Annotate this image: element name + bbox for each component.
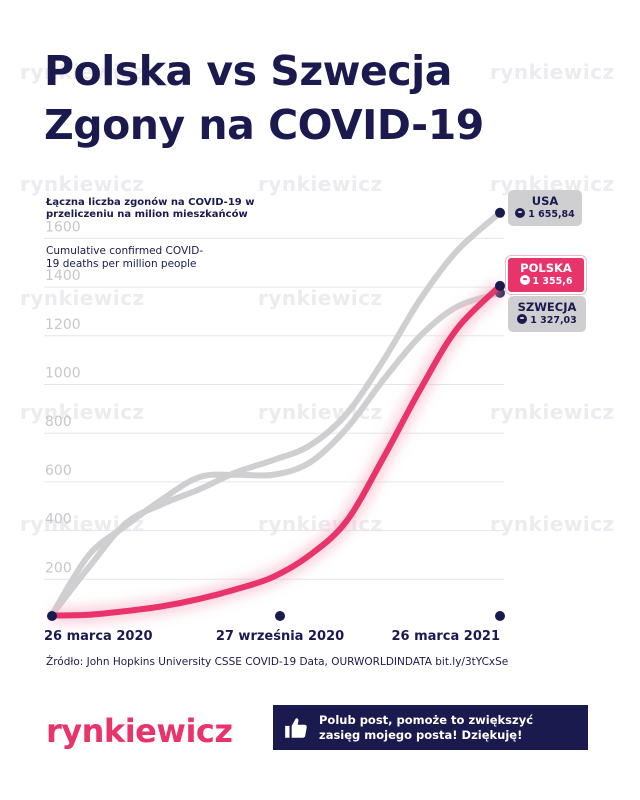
y-tick-label: 1200 <box>45 317 81 333</box>
label-polska-value: 1 355,6 <box>532 276 573 287</box>
watermark: rynkiewicz <box>20 286 145 310</box>
y-tick-label: 1400 <box>45 268 81 284</box>
y-tick-label: 1600 <box>45 219 81 235</box>
series-start-point <box>47 611 57 621</box>
label-polska: POLSKA 1 355,6 <box>506 256 586 294</box>
watermark: rynkiewicz <box>20 172 145 196</box>
y-tick-label: 800 <box>45 414 72 430</box>
source-note: Źródło: John Hopkins University CSSE COV… <box>46 656 509 668</box>
brand-logo: rynkiewicz <box>46 712 233 750</box>
watermark: rynkiewicz <box>258 286 383 310</box>
thumbs-up-icon <box>285 717 307 738</box>
watermark: rynkiewicz <box>258 512 383 536</box>
skull-icon <box>519 275 530 285</box>
x-tick-label: 26 marca 2021 <box>391 629 500 644</box>
skull-icon <box>515 208 526 218</box>
label-polska-name: POLSKA <box>520 261 572 275</box>
label-szwecja: SZWECJA 1 327,03 <box>508 296 586 332</box>
y-tick-label: 1000 <box>45 366 81 382</box>
x-tick-dot <box>495 611 505 621</box>
chart-subtitle-pl: Łączna liczba zgonów na COVID-19 w przel… <box>46 197 255 220</box>
chart-subtitle-en: Cumulative confirmed COVID-19 deaths per… <box>46 245 204 270</box>
cta-line-2: zasięg mojego posta! Dziękuję! <box>319 727 523 742</box>
watermark: rynkiewicz <box>490 512 615 536</box>
line-chart: 200 400 600 800 1000 1200 1400 1600 26 marca 20… <box>44 207 506 644</box>
x-tick-label: 26 marca 2020 <box>44 629 153 644</box>
series-line-szwecja <box>49 289 503 618</box>
x-tick-dot <box>275 611 285 621</box>
x-tick-label: 27 września 2020 <box>216 629 344 644</box>
watermark: rynkiewicz <box>490 400 615 424</box>
series-line-usa <box>49 209 503 618</box>
cta-line-1: Polub post, pomoże to zwiększyć <box>319 712 534 727</box>
y-tick-label: 200 <box>45 560 72 576</box>
label-usa: USA 1 655,84 <box>508 190 582 226</box>
series-end-point-polska <box>495 280 505 291</box>
page-title: Polska vs Szwecja Zgony na COVID-19 <box>44 44 484 152</box>
watermark: rynkiewicz <box>20 400 145 424</box>
skull-icon <box>517 314 528 324</box>
watermark: rynkiewicz <box>490 60 615 84</box>
label-szwecja-name: SZWECJA <box>517 300 577 314</box>
series-end-point-usa <box>495 207 505 218</box>
series-line-polska <box>49 282 503 619</box>
y-tick-label: 600 <box>45 463 72 479</box>
label-usa-name: USA <box>531 194 559 208</box>
label-szwecja-value: 1 327,03 <box>530 315 577 326</box>
label-usa-value: 1 655,84 <box>528 209 575 220</box>
title-line-1: Polska vs Szwecja <box>44 47 452 95</box>
watermark: rynkiewicz <box>20 60 145 84</box>
like-cta-banner[interactable]: Polub post, pomoże to zwiększyć zasięg m… <box>273 705 588 750</box>
title-line-2: Zgony na COVID-19 <box>44 101 484 149</box>
watermark: rynkiewicz <box>258 172 383 196</box>
y-tick-label: 400 <box>45 512 72 528</box>
